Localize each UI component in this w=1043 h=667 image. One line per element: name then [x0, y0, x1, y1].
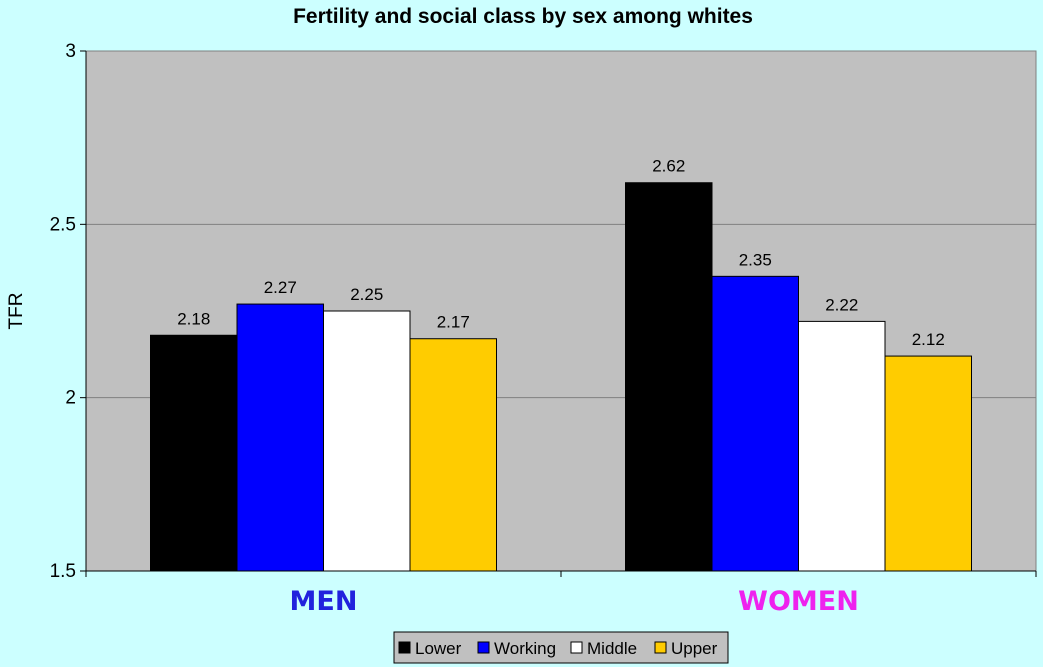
data-label: 2.22 [825, 295, 858, 314]
data-label: 2.12 [912, 330, 945, 349]
legend-box [393, 631, 729, 664]
legend-label-upper: Upper [671, 639, 718, 658]
y-tick-label: 1.5 [50, 561, 76, 582]
y-tick-label: 2.5 [50, 214, 76, 235]
y-tick-label: 2 [65, 388, 76, 409]
legend-swatch-lower [398, 641, 411, 654]
data-label: 2.18 [177, 309, 210, 328]
bar-working-men [236, 303, 324, 572]
data-label: 2.25 [350, 285, 383, 304]
legend-swatch-middle [570, 641, 583, 654]
bar-middle-men [323, 310, 411, 572]
axes: 1.5 2 2.5 3 MEN WOMEN [50, 41, 1037, 617]
bar-middle-women [798, 320, 886, 572]
legend: Lower Working Middle Upper [393, 631, 729, 664]
x-category-label-men: MEN [290, 586, 358, 617]
legend-swatch-working [477, 641, 490, 654]
bar-lower-men [150, 334, 238, 572]
bars: 2.18 2.27 2.25 2.17 2.62 2.35 2.22 2.12 [150, 157, 972, 572]
data-label: 2.62 [652, 157, 685, 176]
y-tick-label: 3 [65, 41, 76, 62]
x-category-label-women: WOMEN [738, 586, 859, 617]
data-label: 2.27 [264, 278, 297, 297]
legend-swatch-upper [654, 641, 667, 654]
y-axis-label: TFR [6, 293, 27, 330]
data-label: 2.35 [739, 250, 772, 269]
bar-upper-women [884, 355, 972, 572]
chart-title: Fertility and social class by sex among … [293, 5, 753, 28]
bar-upper-men [409, 338, 497, 572]
legend-label-middle: Middle [587, 639, 637, 658]
bar-working-women [711, 275, 799, 572]
bar-lower-women [625, 182, 713, 572]
legend-label-lower: Lower [415, 639, 462, 658]
data-label: 2.17 [437, 313, 470, 332]
legend-label-working: Working [494, 639, 556, 658]
